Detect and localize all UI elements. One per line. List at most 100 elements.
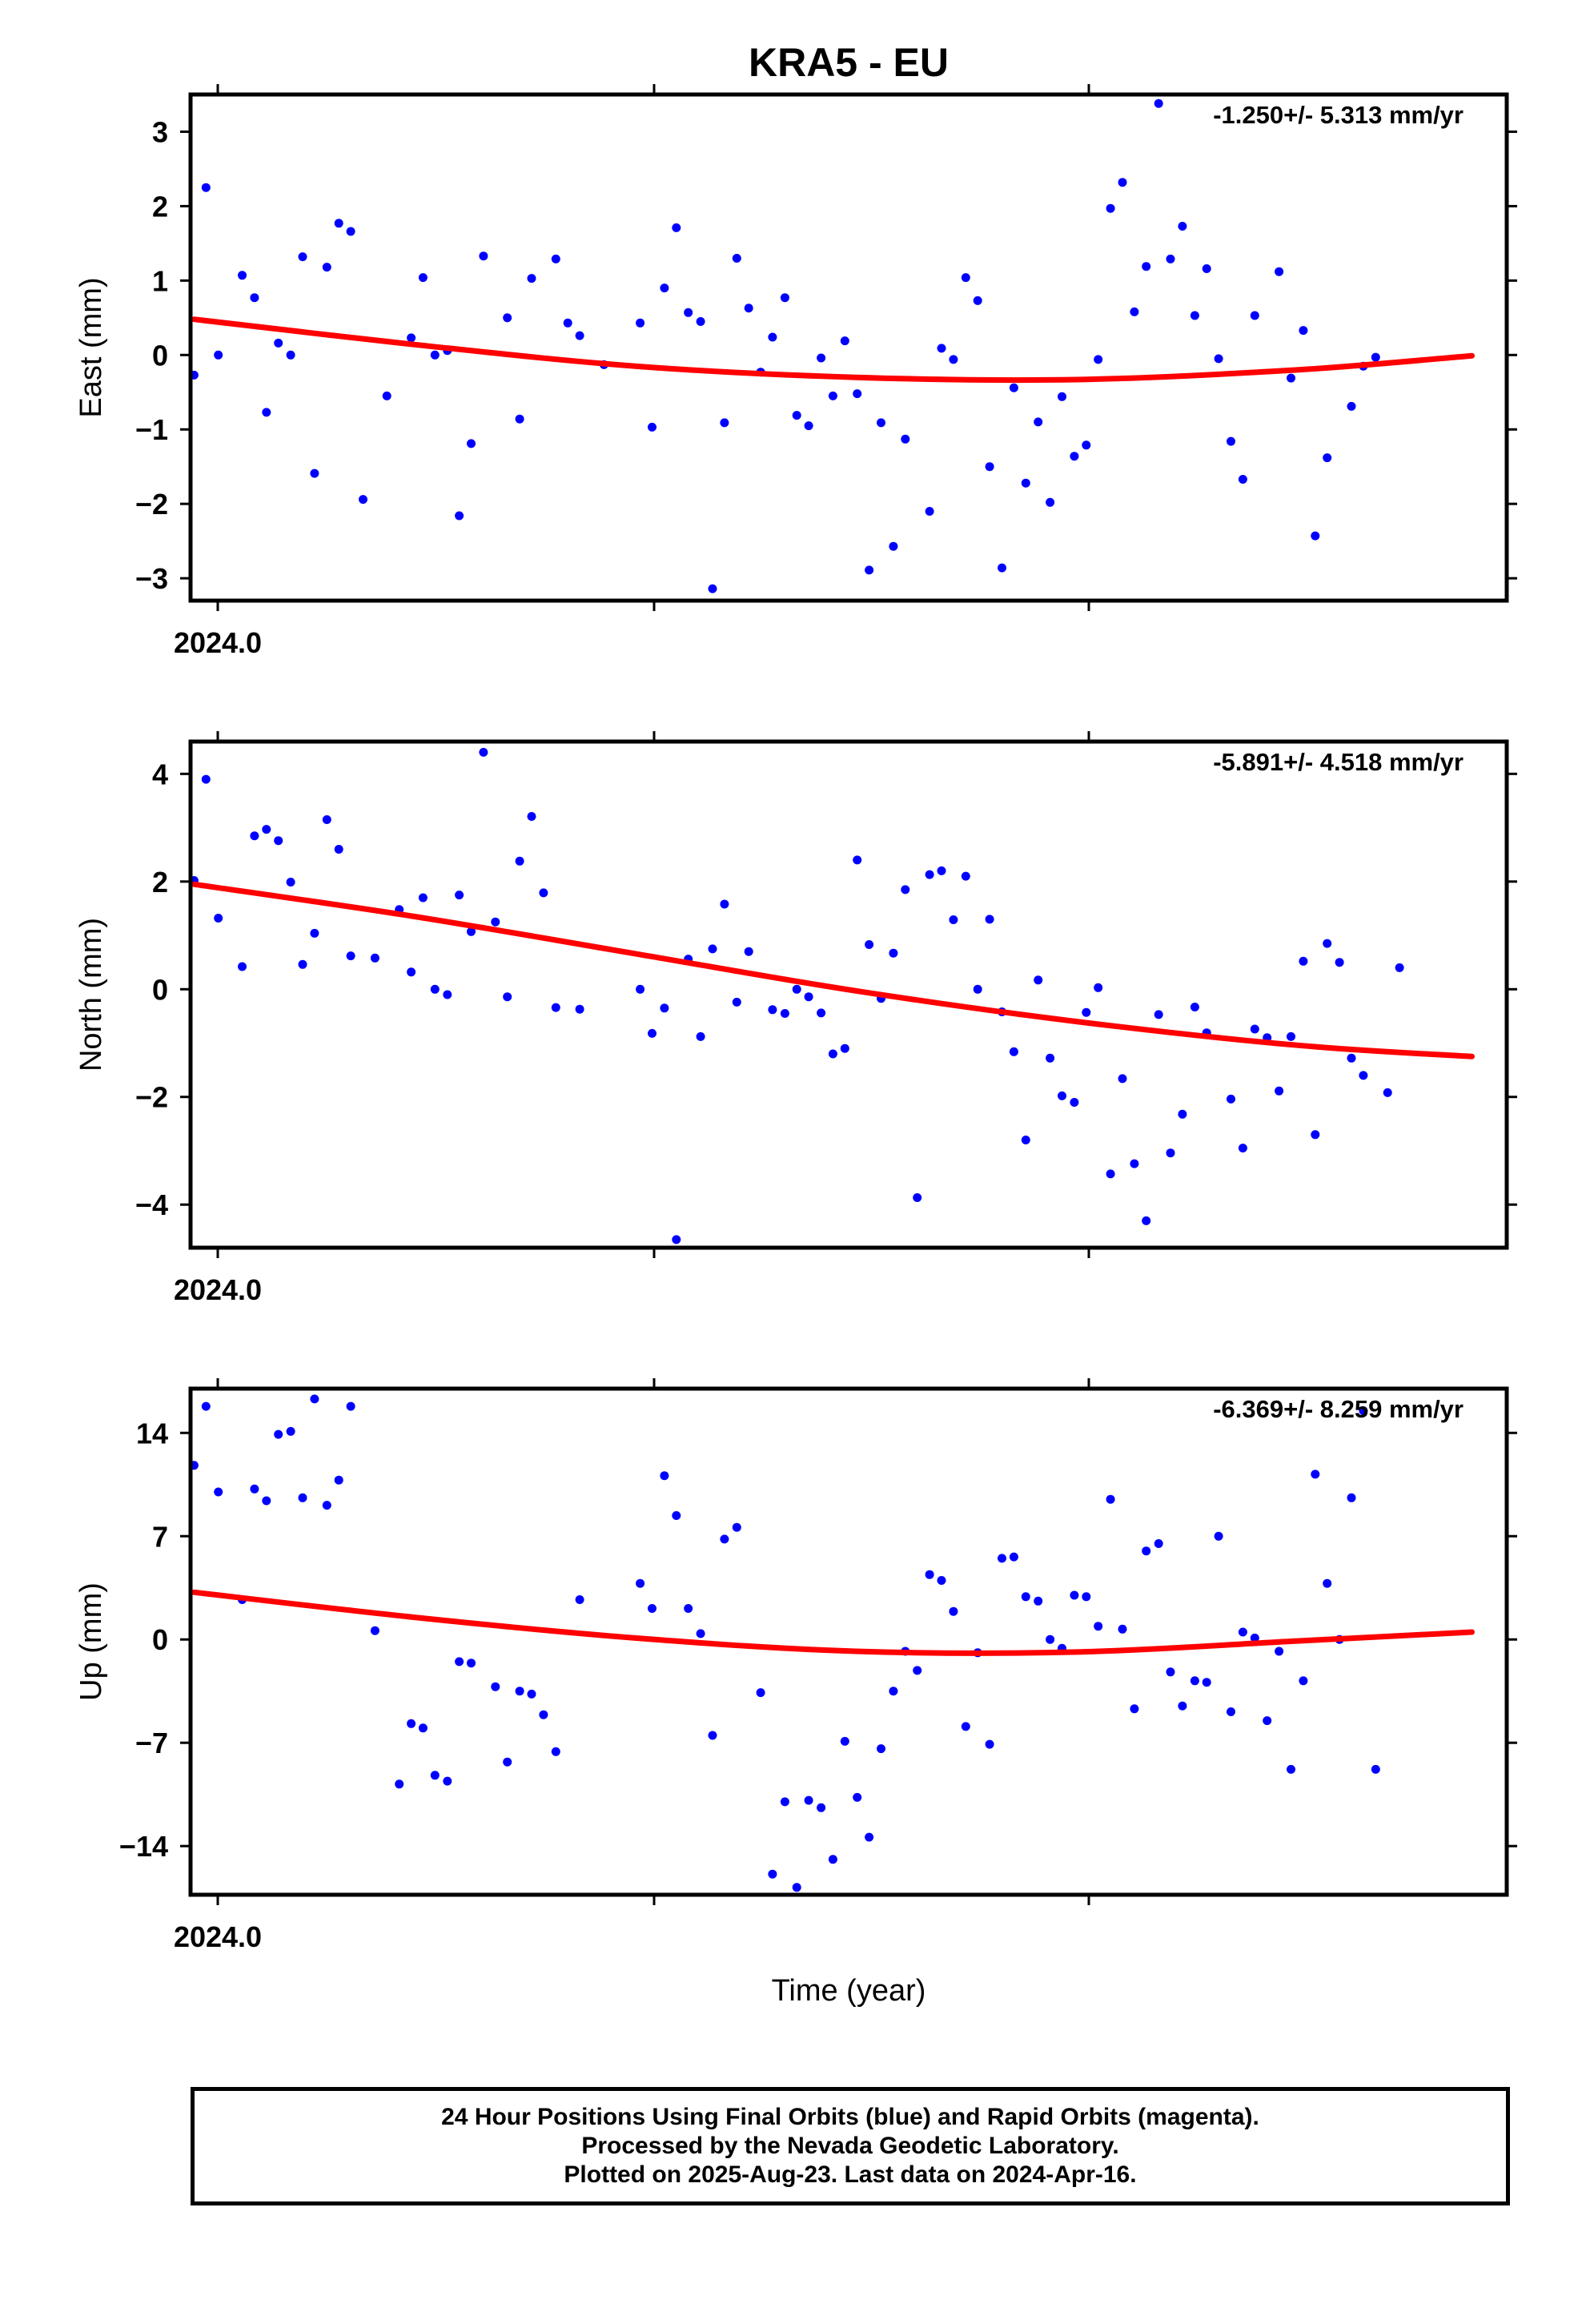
data-point xyxy=(865,565,874,575)
data-point xyxy=(1082,1007,1091,1017)
y-tick-label: 2 xyxy=(152,190,168,223)
data-point xyxy=(527,812,536,821)
data-point xyxy=(1094,355,1103,364)
data-point xyxy=(696,1629,705,1638)
data-point xyxy=(1178,222,1187,231)
data-point xyxy=(804,992,813,1002)
data-point xyxy=(865,1832,874,1842)
data-point xyxy=(744,947,753,956)
data-point xyxy=(720,418,729,428)
data-point xyxy=(575,1595,584,1604)
y-tick-label: 4 xyxy=(152,758,168,790)
data-point xyxy=(575,1004,584,1014)
data-point xyxy=(828,391,837,400)
data-point xyxy=(973,984,982,994)
panel-frame xyxy=(188,92,1509,603)
data-point xyxy=(407,1719,416,1728)
data-point xyxy=(286,1426,295,1436)
data-point xyxy=(949,355,958,364)
data-point xyxy=(418,893,428,903)
fit-curve xyxy=(191,881,1475,1059)
y-tick-label: 2 xyxy=(152,866,168,899)
data-point xyxy=(804,1795,813,1805)
data-point xyxy=(1082,1592,1091,1602)
y-tick-label: −2 xyxy=(135,488,168,521)
data-point xyxy=(1407,0,1416,5)
data-point xyxy=(817,353,826,363)
data-point xyxy=(889,1687,898,1696)
data-point xyxy=(708,944,717,954)
data-point xyxy=(925,870,934,879)
data-point xyxy=(1371,352,1380,362)
data-point xyxy=(1082,440,1091,450)
data-point xyxy=(1021,478,1030,488)
data-point xyxy=(1311,1130,1320,1140)
x-tick-label: 2024.0 xyxy=(174,1273,262,1306)
data-point xyxy=(430,984,440,994)
y-tick-label: 14 xyxy=(136,1417,168,1449)
data-point xyxy=(1456,0,1464,5)
data-point xyxy=(1058,1091,1066,1100)
data-point xyxy=(322,263,331,272)
data-point xyxy=(262,825,271,834)
data-point xyxy=(636,984,645,994)
data-point xyxy=(1021,1136,1030,1144)
data-point xyxy=(346,1401,355,1411)
data-point xyxy=(732,254,741,263)
y-tick-label: −1 xyxy=(135,413,168,446)
data-point xyxy=(792,984,801,994)
data-point xyxy=(792,411,801,420)
data-point xyxy=(1287,1031,1295,1041)
data-point xyxy=(1250,311,1259,320)
data-point xyxy=(1395,0,1404,5)
data-point xyxy=(1106,203,1115,213)
y-axis-label: Up (mm) xyxy=(74,1582,108,1701)
data-point xyxy=(214,1487,223,1497)
data-point xyxy=(1094,983,1103,992)
data-point xyxy=(370,953,379,963)
data-point xyxy=(443,1776,452,1786)
data-point xyxy=(1443,0,1452,5)
data-point xyxy=(334,845,343,854)
data-point xyxy=(455,891,464,900)
data-point xyxy=(479,251,488,261)
data-point xyxy=(1419,0,1428,5)
data-point xyxy=(684,1604,693,1613)
data-point xyxy=(1299,1676,1308,1686)
data-point xyxy=(238,271,247,280)
data-point xyxy=(322,815,331,824)
data-point xyxy=(1142,1546,1151,1556)
data-point xyxy=(467,439,476,448)
data-point xyxy=(865,940,874,949)
data-point xyxy=(696,1031,705,1041)
data-point xyxy=(322,1501,331,1510)
data-point xyxy=(889,541,898,551)
data-point xyxy=(515,414,524,424)
data-point xyxy=(998,563,1006,573)
data-point xyxy=(1238,1627,1247,1637)
data-point xyxy=(1456,0,1464,5)
chart-title: KRA5 - EU xyxy=(749,40,949,85)
data-point xyxy=(274,836,283,846)
y-tick-label: 0 xyxy=(152,1623,168,1656)
data-point xyxy=(672,1511,681,1520)
panel-frame xyxy=(188,1386,1509,1897)
data-point xyxy=(1275,267,1284,276)
data-point xyxy=(1359,1071,1368,1080)
data-point xyxy=(1130,1159,1139,1168)
data-point xyxy=(1166,1148,1175,1158)
data-point xyxy=(1009,1047,1018,1056)
data-point xyxy=(913,1666,922,1675)
data-point xyxy=(1118,178,1127,187)
data-point xyxy=(310,1394,319,1404)
data-point xyxy=(418,273,428,283)
data-point xyxy=(1311,1470,1320,1479)
data-point xyxy=(250,293,259,303)
panel-frame xyxy=(188,739,1509,1250)
data-point xyxy=(467,927,476,936)
data-point xyxy=(430,350,440,360)
data-point xyxy=(985,462,994,472)
data-point xyxy=(1178,1109,1187,1119)
